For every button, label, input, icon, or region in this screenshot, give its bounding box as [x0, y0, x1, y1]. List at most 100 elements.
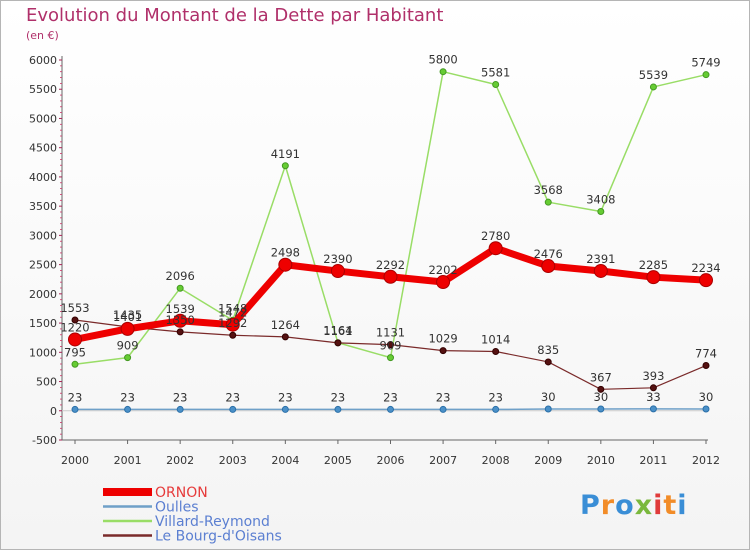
- data-label-oulles: 23: [488, 390, 503, 404]
- data-label-villard-reymond: 909: [380, 339, 402, 353]
- data-point-oulles: [492, 405, 500, 413]
- data-label-le-bourg-d-oisans: 1131: [376, 326, 405, 340]
- x-tick-label: 2007: [429, 454, 457, 467]
- data-label-ornon: 2498: [271, 246, 300, 260]
- data-point-oulles: [439, 405, 447, 413]
- data-label-le-bourg-d-oisans: 835: [537, 343, 559, 357]
- data-label-oulles: 30: [541, 390, 556, 404]
- data-point-le-bourg-d-oisans: [597, 385, 605, 393]
- x-tick-label: 2006: [377, 454, 405, 467]
- data-label-le-bourg-d-oisans: 1264: [271, 318, 300, 332]
- y-tick-label: -500: [32, 434, 57, 447]
- data-point-oulles: [176, 405, 184, 413]
- data-point-ornon: [225, 317, 240, 332]
- data-point-ornon: [488, 241, 503, 256]
- data-label-le-bourg-d-oisans: 1029: [428, 332, 457, 346]
- data-label-ornon: 2234: [691, 261, 720, 275]
- x-tick-label: 2008: [482, 454, 510, 467]
- data-point-le-bourg-d-oisans: [281, 333, 289, 341]
- data-point-villard-reymond: [544, 198, 552, 206]
- data-point-villard-reymond: [176, 284, 184, 292]
- data-label-oulles: 23: [173, 390, 188, 404]
- data-point-oulles: [229, 405, 237, 413]
- x-tick-label: 2010: [587, 454, 615, 467]
- y-tick-label: 1000: [29, 346, 57, 359]
- y-tick-label: 5500: [29, 83, 57, 96]
- data-label-villard-reymond: 1548: [218, 301, 247, 315]
- data-point-oulles: [702, 405, 710, 413]
- data-point-villard-reymond: [649, 83, 657, 91]
- data-label-oulles: 23: [225, 390, 240, 404]
- data-point-villard-reymond: [124, 354, 132, 362]
- legend-label: Le Bourg-d'Oisans: [155, 529, 282, 545]
- data-point-ornon: [541, 259, 556, 274]
- plot-area: 795 909 2096 1548 4191 1164 909 5800 5581 3568 340…: [60, 53, 721, 413]
- data-label-oulles: 30: [699, 390, 714, 404]
- data-label-ornon: 2780: [481, 229, 510, 243]
- data-point-ornon: [646, 270, 661, 285]
- proxiti-logo: Proxiti: [580, 490, 688, 521]
- logo-letter: P: [580, 490, 601, 521]
- data-label-le-bourg-d-oisans: 367: [590, 370, 612, 384]
- data-point-le-bourg-d-oisans: [649, 384, 657, 392]
- axes: -500 0 500 1000 1500 2000 2500 3000 3500 4000 4500…: [29, 54, 720, 467]
- y-tick-label: 4500: [29, 142, 57, 155]
- data-point-villard-reymond: [597, 208, 605, 216]
- legend-label: ORNON: [155, 485, 208, 501]
- legend-label: Villard-Reymond: [155, 514, 270, 530]
- data-label-villard-reymond: 5800: [428, 53, 457, 67]
- y-tick-label: 1500: [29, 317, 57, 330]
- data-point-le-bourg-d-oisans: [387, 341, 394, 349]
- data-point-oulles: [124, 405, 132, 413]
- data-label-le-bourg-d-oisans: 1435: [113, 308, 142, 322]
- data-point-ornon: [593, 263, 608, 278]
- data-label-le-bourg-d-oisans: 1553: [60, 301, 89, 315]
- logo-letter: t: [663, 490, 678, 521]
- data-label-oulles: 23: [120, 390, 135, 404]
- logo-letter: x: [634, 490, 654, 521]
- y-tick-label: 2000: [29, 288, 57, 301]
- legend-label: Oulles: [155, 500, 199, 516]
- data-label-oulles: 23: [436, 390, 451, 404]
- y-tick-label: 4000: [29, 171, 57, 184]
- data-point-oulles: [71, 405, 79, 413]
- data-label-le-bourg-d-oisans: 1014: [481, 332, 510, 346]
- data-point-le-bourg-d-oisans: [334, 339, 342, 347]
- data-point-oulles: [334, 405, 342, 413]
- data-label-villard-reymond: 3568: [534, 183, 563, 197]
- data-point-villard-reymond: [281, 162, 289, 170]
- data-point-ornon: [436, 275, 451, 290]
- data-point-ornon: [383, 269, 398, 284]
- y-tick-label: 3500: [29, 200, 57, 213]
- data-point-ornon: [699, 273, 713, 288]
- data-label-oulles: 33: [646, 390, 661, 404]
- data-label-le-bourg-d-oisans: 1161: [323, 324, 352, 338]
- x-tick-label: 2001: [114, 454, 142, 467]
- data-point-le-bourg-d-oisans: [702, 362, 710, 370]
- data-point-oulles: [544, 405, 552, 413]
- y-tick-label: 0: [50, 405, 57, 418]
- data-label-ornon: 2292: [376, 258, 405, 272]
- data-point-oulles: [649, 405, 657, 413]
- data-point-oulles: [597, 405, 605, 413]
- data-label-le-bourg-d-oisans: 1350: [166, 313, 195, 327]
- data-point-villard-reymond: [387, 354, 394, 362]
- chart-unit: (en €): [26, 29, 59, 42]
- data-label-oulles: 30: [594, 390, 609, 404]
- data-label-villard-reymond: 5539: [639, 68, 668, 82]
- data-point-ornon: [173, 313, 188, 328]
- data-point-le-bourg-d-oisans: [544, 358, 552, 366]
- data-label-villard-reymond: 2096: [166, 269, 195, 283]
- data-label-ornon: 1539: [166, 302, 195, 316]
- data-point-villard-reymond: [492, 80, 500, 88]
- x-tick-label: 2012: [692, 454, 720, 467]
- data-point-oulles: [387, 405, 394, 413]
- logo-letter: i: [677, 490, 688, 521]
- x-tick-label: 2011: [639, 454, 667, 467]
- data-point-ornon: [68, 332, 82, 347]
- x-tick-label: 2004: [271, 454, 299, 467]
- data-label-oulles: 23: [383, 390, 398, 404]
- data-label-oulles: 23: [278, 390, 293, 404]
- data-point-ornon: [120, 321, 135, 336]
- chart-title: Evolution du Montant de la Dette par Hab…: [26, 5, 444, 26]
